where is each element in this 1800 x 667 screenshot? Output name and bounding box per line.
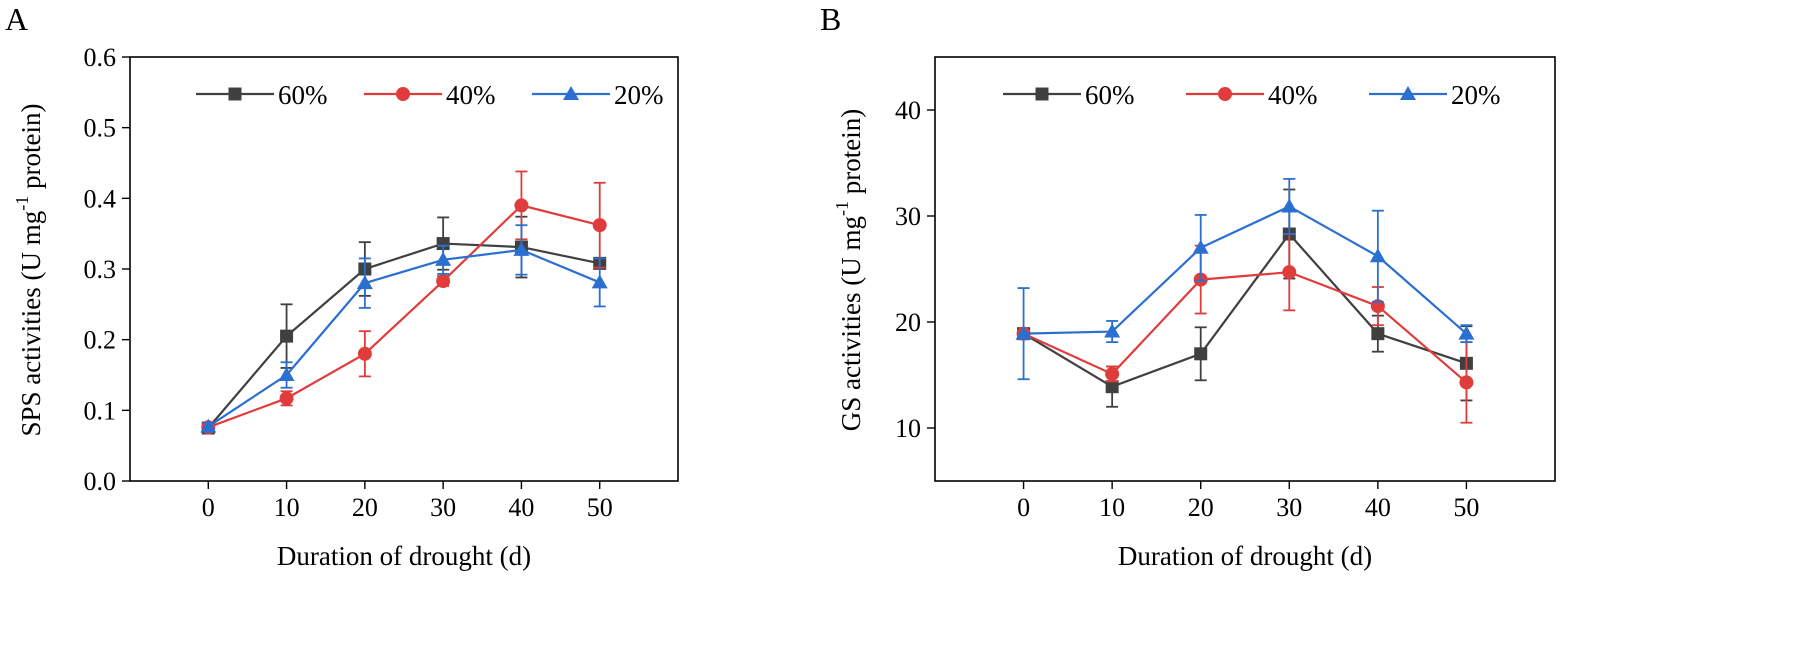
legend-marker <box>1218 87 1232 101</box>
y-tick-label: 0.1 <box>84 396 117 425</box>
x-tick-label: 0 <box>1017 493 1030 522</box>
legend-item: 20% <box>1369 80 1501 110</box>
y-axis-title-superscript: -1 <box>12 196 32 211</box>
y-tick-label: 40 <box>895 96 921 125</box>
x-tick-label: 30 <box>1276 493 1302 522</box>
y-axis-title-suffix: protein) <box>836 109 866 201</box>
plot-frame <box>934 56 1556 482</box>
panel-label: B <box>820 1 841 37</box>
legend-label: 20% <box>1451 80 1501 110</box>
data-point <box>513 241 530 256</box>
data-point <box>436 274 451 289</box>
series-line <box>207 248 601 428</box>
data-point <box>356 275 373 290</box>
x-tick-label: 30 <box>430 493 456 522</box>
data-point <box>436 237 450 251</box>
y-tick-label: 0.0 <box>84 467 117 496</box>
series-60pct <box>201 215 607 435</box>
series-20pct <box>200 224 608 433</box>
y-axis-title-prefix: GS activities (U mg <box>836 216 866 431</box>
legend-item: 20% <box>532 80 664 110</box>
x-tick-label: 10 <box>274 493 300 522</box>
data-point <box>1192 239 1209 254</box>
data-point <box>1015 325 1032 340</box>
data-point <box>1459 375 1474 390</box>
legend-item: 60% <box>196 80 328 110</box>
series-40pct <box>201 170 607 435</box>
y-tick-label: 0.6 <box>84 43 117 72</box>
legend-marker <box>228 87 242 101</box>
y-axis-title-superscript: -1 <box>832 201 852 216</box>
legend-marker <box>396 87 410 101</box>
data-point <box>1194 347 1208 361</box>
legend-item: 40% <box>1186 80 1318 110</box>
data-point <box>435 251 452 266</box>
data-point <box>1105 380 1119 394</box>
x-tick-label: 20 <box>1188 493 1214 522</box>
data-point <box>591 274 608 289</box>
series-line <box>207 204 600 429</box>
series-line <box>1023 232 1467 388</box>
data-point <box>357 346 372 361</box>
y-axis-title-suffix: protein) <box>16 104 46 196</box>
series-line <box>207 242 600 429</box>
data-point <box>1281 198 1298 213</box>
data-point <box>1105 366 1120 381</box>
x-tick-label: 10 <box>1099 493 1125 522</box>
data-point <box>1104 323 1121 338</box>
panel-a-chart: A 0 10 20 30 40 50 0.0 0.1 0.2 0.3 0.4 0.5 0.6 Duratio… <box>5 1 679 571</box>
data-point <box>278 367 295 381</box>
legend-label: 60% <box>278 80 328 110</box>
panel-label: A <box>5 1 28 37</box>
series-20pct <box>1015 177 1475 381</box>
x-axis-title: Duration of drought (d) <box>277 541 531 571</box>
y-tick-label: 0.5 <box>84 114 117 143</box>
data-point <box>514 198 529 213</box>
y-tick-label: 20 <box>895 308 921 337</box>
x-tick-label: 40 <box>1365 493 1391 522</box>
series-40pct <box>1016 233 1474 424</box>
x-tick-label: 50 <box>587 493 613 522</box>
legend-label: 60% <box>1085 80 1135 110</box>
legend-label: 20% <box>614 80 664 110</box>
legend-label: 40% <box>446 80 496 110</box>
legend-marker <box>1035 87 1049 101</box>
legend-item: 40% <box>364 80 496 110</box>
legend-marker <box>563 86 579 100</box>
x-axis-title: Duration of drought (d) <box>1118 541 1372 571</box>
data-point <box>279 391 294 406</box>
x-tick-label: 40 <box>508 493 534 522</box>
x-tick-label: 0 <box>202 493 215 522</box>
legend: 60% 40% 20% <box>1003 80 1501 110</box>
y-axis-title-prefix: SPS activities (U mg <box>16 211 46 437</box>
y-tick-label: 0.3 <box>84 255 117 284</box>
x-tick-label: 50 <box>1453 493 1479 522</box>
data-point <box>1371 327 1385 341</box>
y-tick-label: 0.2 <box>84 326 117 355</box>
x-tick-label: 20 <box>352 493 378 522</box>
y-tick-label: 10 <box>895 414 921 443</box>
series-line <box>1023 271 1468 384</box>
legend-item: 60% <box>1003 80 1135 110</box>
series-line <box>1023 205 1468 335</box>
data-point <box>1369 248 1386 263</box>
data-point <box>1282 265 1297 280</box>
y-tick-label: 30 <box>895 202 921 231</box>
y-axis-title: SPS activities (U mg-1 protein) <box>12 104 46 437</box>
legend-label: 40% <box>1268 80 1318 110</box>
data-point <box>592 218 607 233</box>
series-60pct <box>1017 188 1473 408</box>
panel-b-chart: B 0 10 20 30 40 50 10 20 30 40 Duration of drought … <box>820 1 1556 571</box>
data-point <box>200 418 217 433</box>
data-point <box>280 329 294 343</box>
data-point <box>1458 325 1475 340</box>
y-axis-title: GS activities (U mg-1 protein) <box>832 109 866 431</box>
legend: 60% 40% 20% <box>196 80 664 110</box>
y-tick-label: 0.4 <box>84 184 117 213</box>
legend-marker <box>1400 86 1416 100</box>
